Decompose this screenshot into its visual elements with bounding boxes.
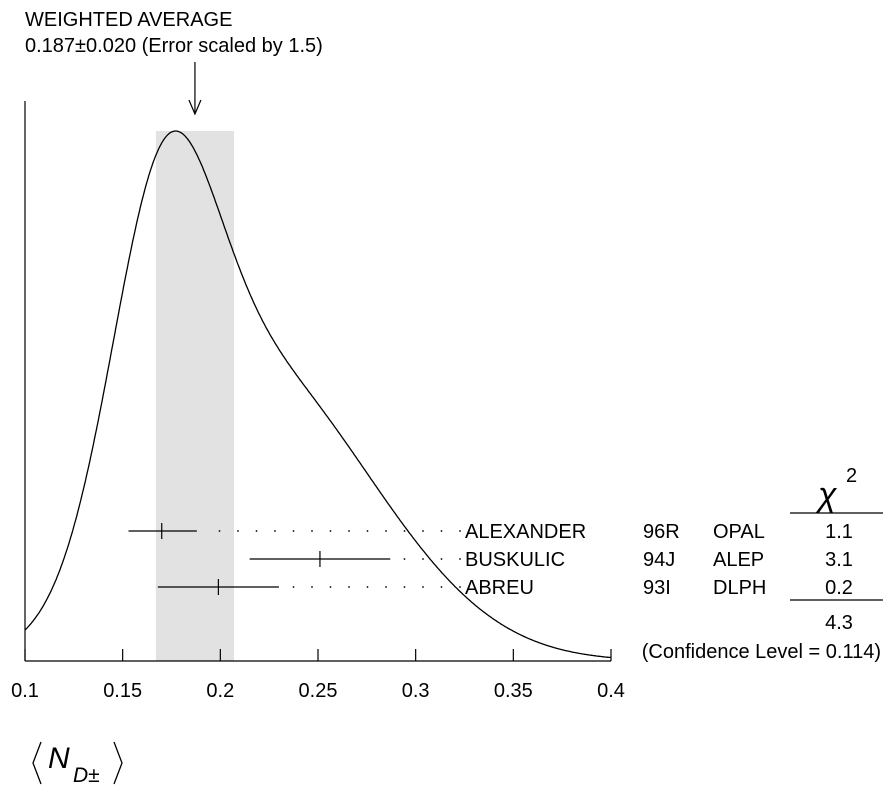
right-angle-bracket	[113, 741, 123, 785]
measurement-ref: 96R	[643, 521, 680, 543]
weighted-average-value: 0.187±0.020 (Error scaled by 1.5)	[25, 35, 323, 57]
leader-dot	[440, 558, 443, 560]
leader-dot	[385, 530, 387, 532]
ideogram-curve	[24, 130, 612, 659]
leader-dot	[403, 558, 406, 560]
leader-dot	[218, 530, 221, 532]
measurement-ref: 93I	[643, 577, 671, 599]
measurement-experiment: DLPH	[713, 577, 766, 599]
x-tick-label: 0.4	[597, 680, 625, 702]
measurement-experiment: ALEP	[713, 549, 764, 571]
chi2-values: 1.1 3.1 0.2	[825, 521, 853, 599]
x-axis-label: N D±	[32, 741, 123, 787]
x-axis-label-subscript: D±	[73, 764, 100, 787]
x-tick-label: 0.3	[402, 680, 430, 702]
measurement-experiment: OPAL	[713, 521, 765, 543]
leader-dot	[292, 586, 295, 588]
arrow-head	[188, 99, 202, 116]
weighted-average-title: WEIGHTED AVERAGE	[25, 9, 232, 31]
x-tick-label: 0.25	[299, 680, 338, 702]
chi2-header: χ	[815, 476, 838, 514]
average-arrow	[188, 62, 202, 116]
measurement-row: BUSKULIC 94J ALEP	[249, 549, 764, 571]
measurement-author: ALEXANDER	[465, 521, 586, 543]
leader-dot	[422, 558, 424, 560]
leader-dot	[292, 530, 295, 532]
leader-dot	[403, 530, 406, 532]
leader-dot	[366, 586, 369, 588]
measurements: ALEXANDER 96R OPAL BUSKULIC 94J ALEP ABREU 93I D…	[128, 521, 766, 599]
leader-dot	[422, 530, 424, 532]
leader-dot	[237, 530, 239, 532]
leader-dot	[329, 530, 332, 532]
x-axis-label-base: N	[48, 742, 70, 775]
measurement-author: BUSKULIC	[465, 549, 565, 571]
leader-dot	[329, 586, 332, 588]
measurement-author: ABREU	[465, 577, 534, 599]
leader-dot	[348, 530, 350, 532]
measurement-row: ALEXANDER 96R OPAL	[128, 521, 765, 543]
leader-dot	[385, 586, 387, 588]
left-angle-bracket	[32, 741, 42, 785]
x-tick-label: 0.1	[11, 680, 39, 702]
x-tick-label: 0.35	[494, 680, 533, 702]
x-tick-label: 0.2	[206, 680, 234, 702]
chi2-value: 1.1	[825, 521, 853, 543]
leader-dot	[459, 558, 461, 560]
x-axis-tick-labels: 0.1 0.15 0.2 0.25 0.3 0.35 0.4	[11, 680, 625, 702]
x-tick-label: 0.15	[103, 680, 142, 702]
leader-dot	[403, 586, 406, 588]
average-band	[155, 131, 235, 661]
leader-dot	[366, 530, 369, 532]
chi2-value: 0.2	[825, 577, 853, 599]
leader-dot	[422, 586, 424, 588]
leader-dot	[274, 530, 276, 532]
leader-dot	[440, 530, 443, 532]
leader-dot	[311, 530, 313, 532]
leader-dot	[255, 530, 258, 532]
leader-dot	[459, 530, 461, 532]
measurement-ref: 94J	[643, 549, 675, 571]
x-axis-ticks	[24, 649, 612, 661]
chi2-power: 2	[846, 465, 857, 487]
measurement-row: ABREU 93I DLPH	[157, 577, 766, 599]
chi2-value: 3.1	[825, 549, 853, 571]
leader-dot	[440, 586, 443, 588]
chi2-total: 4.3	[825, 612, 853, 634]
leader-dot	[459, 586, 461, 588]
confidence-level: (Confidence Level = 0.114)	[642, 641, 881, 663]
leader-dot	[348, 586, 350, 588]
leader-dot	[311, 586, 313, 588]
